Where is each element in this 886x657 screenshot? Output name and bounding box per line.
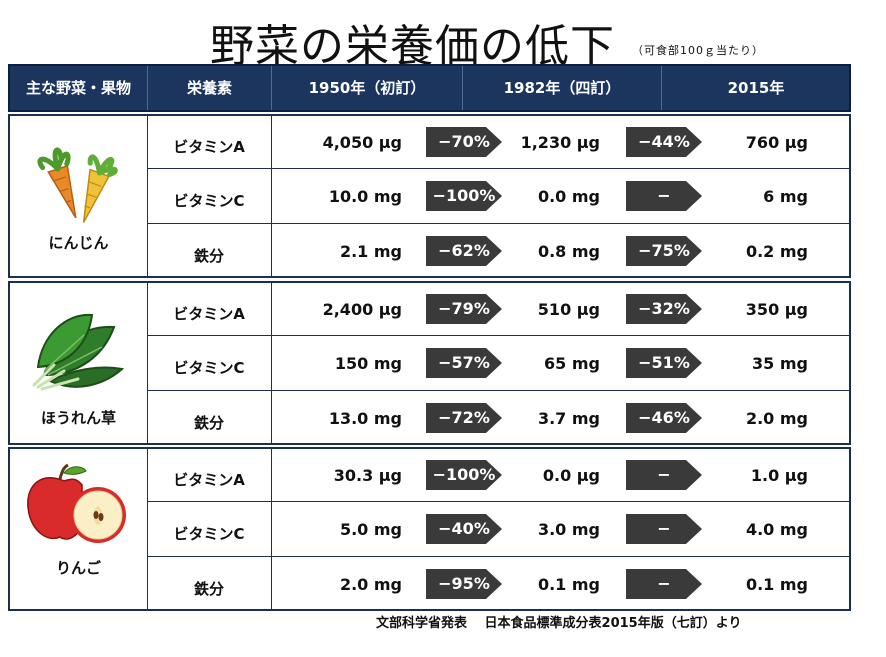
change-badge-1982-2015-apple-vitamin-a-label: − — [657, 465, 671, 484]
change-badge-1950-1982-apple-vitamin-c-label: −40% — [438, 518, 490, 538]
value-1950-spinach-vitamin-a: 2,400 μg — [322, 300, 402, 319]
value-1950-spinach-vitamin-c: 150 mg — [334, 353, 402, 373]
change-badge-1950-1982-carrot-iron-label: −62% — [438, 240, 490, 260]
apple-icon — [24, 463, 128, 553]
value-1982-apple-vitamin-c: 3.0 mg — [537, 519, 600, 539]
change-badge-1982-2015-carrot-iron: −75% — [626, 235, 702, 266]
group-carrot: にんじん ビタミンA 4,050 μg −70% 1,230 μg −44% 760 μg ビ… — [8, 114, 851, 278]
value-1982-spinach-iron: 3.7 mg — [537, 408, 600, 428]
table-header: 主な野菜・果物 栄養素 1950年（初訂） 1982年（四訂） 2015年 — [8, 64, 851, 112]
item-name-apple: りんご — [55, 559, 101, 577]
change-badge-1950-1982-apple-iron: −95% — [426, 568, 502, 599]
header-col-item: 主な野菜・果物 — [25, 79, 131, 97]
value-2015-apple-vitamin-a: 1.0 μg — [750, 466, 808, 485]
source-note: 文部科学省発表 日本食品標準成分表2015年版（七訂）より — [376, 616, 742, 631]
item-name-spinach: ほうれん草 — [40, 409, 116, 427]
header-col-1950: 1950年（初訂） — [308, 79, 426, 97]
value-2015-carrot-vitamin-c: 6 mg — [763, 186, 808, 206]
nutrient-carrot-vitamin-c: ビタミンC — [173, 191, 245, 210]
change-badge-1982-2015-apple-iron: − — [626, 568, 702, 599]
item-name-carrot: にんじん — [48, 234, 109, 252]
page-title: 野菜の栄養価の低下 — [210, 21, 615, 72]
value-1982-spinach-vitamin-a: 510 μg — [537, 300, 600, 319]
change-badge-1950-1982-carrot-iron: −62% — [426, 235, 502, 266]
page-subtitle: （可食部100ｇ当たり） — [632, 44, 764, 57]
change-badge-1950-1982-apple-vitamin-a-label: −100% — [432, 465, 496, 484]
change-badge-1982-2015-spinach-vitamin-a: −32% — [626, 294, 702, 324]
header-col-1982: 1982年（四訂） — [503, 79, 621, 97]
value-1982-carrot-vitamin-a: 1,230 μg — [520, 133, 600, 152]
header-col-nutrient: 栄養素 — [186, 79, 232, 97]
value-1982-spinach-vitamin-c: 65 mg — [544, 353, 600, 373]
nutrient-spinach-iron: 鉄分 — [193, 413, 224, 432]
change-badge-1982-2015-spinach-vitamin-a-label: −32% — [638, 299, 690, 318]
change-badge-1982-2015-carrot-vitamin-c: − — [626, 180, 702, 211]
change-badge-1950-1982-spinach-iron: −72% — [426, 402, 502, 433]
group-spinach: ほうれん草 ビタミンA 2,400 μg −79% 510 μg −32% 350 μg ビタ… — [8, 281, 851, 445]
nutrient-spinach-vitamin-a: ビタミンA — [173, 305, 245, 323]
value-1950-carrot-iron: 2.1 mg — [339, 241, 402, 261]
carrot-icon — [24, 138, 124, 232]
value-1982-carrot-vitamin-c: 0.0 mg — [537, 186, 600, 206]
value-1950-spinach-iron: 13.0 mg — [328, 408, 402, 428]
value-1982-apple-iron: 0.1 mg — [537, 574, 600, 594]
value-2015-spinach-iron: 2.0 mg — [745, 408, 808, 428]
change-badge-1950-1982-spinach-vitamin-a: −79% — [426, 294, 502, 324]
change-badge-1982-2015-carrot-vitamin-c-label: − — [657, 185, 671, 205]
nutrient-apple-vitamin-c: ビタミンC — [173, 524, 245, 543]
change-badge-1982-2015-apple-vitamin-a: − — [626, 460, 702, 490]
change-badge-1982-2015-carrot-vitamin-a: −44% — [626, 127, 702, 157]
value-1982-carrot-iron: 0.8 mg — [537, 241, 600, 261]
header-col-2015: 2015年 — [727, 79, 785, 97]
change-badge-1950-1982-carrot-vitamin-a-label: −70% — [438, 132, 490, 151]
spinach-icon — [24, 305, 128, 399]
change-badge-1950-1982-apple-iron-label: −95% — [438, 573, 490, 593]
nutrient-apple-iron: 鉄分 — [193, 579, 224, 598]
nutrient-carrot-vitamin-a: ビタミンA — [173, 138, 245, 156]
change-badge-1950-1982-carrot-vitamin-c: −100% — [426, 180, 502, 211]
change-badge-1982-2015-spinach-vitamin-c: −51% — [626, 347, 702, 378]
value-1950-apple-vitamin-a: 30.3 μg — [333, 466, 402, 485]
group-apple: りんご ビタミンA 30.3 μg −100% 0.0 μg − 1.0 μg ビタミンC 5.… — [8, 447, 851, 611]
change-badge-1950-1982-apple-vitamin-c: −40% — [426, 513, 502, 544]
value-2015-carrot-vitamin-a: 760 μg — [745, 133, 808, 152]
change-badge-1982-2015-spinach-iron: −46% — [626, 402, 702, 433]
change-badge-1982-2015-spinach-iron-label: −46% — [638, 407, 690, 427]
value-2015-spinach-vitamin-c: 35 mg — [752, 353, 808, 373]
nutrient-carrot-iron: 鉄分 — [193, 246, 224, 265]
value-2015-spinach-vitamin-a: 350 μg — [745, 300, 808, 319]
change-badge-1982-2015-apple-vitamin-c: − — [626, 513, 702, 544]
change-badge-1950-1982-spinach-vitamin-a-label: −79% — [438, 299, 490, 318]
value-1950-carrot-vitamin-c: 10.0 mg — [328, 186, 402, 206]
value-2015-carrot-iron: 0.2 mg — [745, 241, 808, 261]
change-badge-1982-2015-carrot-vitamin-a-label: −44% — [638, 132, 690, 151]
change-badge-1950-1982-spinach-iron-label: −72% — [438, 407, 490, 427]
nutrient-apple-vitamin-a: ビタミンA — [173, 471, 245, 489]
value-2015-apple-iron: 0.1 mg — [745, 574, 808, 594]
change-badge-1950-1982-apple-vitamin-a: −100% — [426, 460, 502, 490]
nutrient-spinach-vitamin-c: ビタミンC — [173, 358, 245, 377]
change-badge-1950-1982-carrot-vitamin-a: −70% — [426, 127, 502, 157]
change-badge-1982-2015-apple-vitamin-c-label: − — [657, 518, 671, 538]
value-1982-apple-vitamin-a: 0.0 μg — [542, 466, 600, 485]
change-badge-1950-1982-carrot-vitamin-c-label: −100% — [432, 185, 496, 205]
value-1950-carrot-vitamin-a: 4,050 μg — [322, 133, 402, 152]
value-1950-apple-iron: 2.0 mg — [339, 574, 402, 594]
change-badge-1982-2015-carrot-iron-label: −75% — [638, 240, 690, 260]
value-2015-apple-vitamin-c: 4.0 mg — [745, 519, 808, 539]
change-badge-1982-2015-spinach-vitamin-c-label: −51% — [638, 352, 690, 372]
change-badge-1982-2015-apple-iron-label: − — [657, 573, 671, 593]
value-1950-apple-vitamin-c: 5.0 mg — [339, 519, 402, 539]
change-badge-1950-1982-spinach-vitamin-c: −57% — [426, 347, 502, 378]
change-badge-1950-1982-spinach-vitamin-c-label: −57% — [438, 352, 490, 372]
